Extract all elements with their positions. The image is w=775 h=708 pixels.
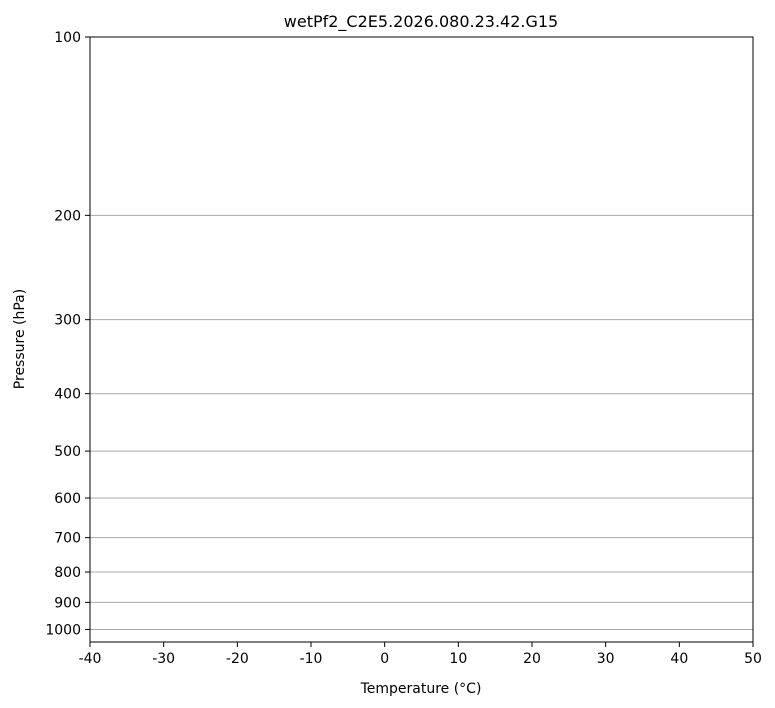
y-tick-label: 900 [54, 595, 81, 611]
y-tick-label: 200 [54, 208, 81, 224]
x-tick-label: 40 [670, 651, 688, 667]
y-tick-label: 500 [54, 444, 81, 460]
x-tick-label: 10 [449, 651, 467, 667]
x-tick-label: -20 [226, 651, 249, 667]
y-tick-label: 400 [54, 387, 81, 403]
plot-frame [89, 36, 754, 643]
x-tick-label: -40 [79, 651, 102, 667]
y-tick-label: 700 [54, 531, 81, 547]
x-tick-label: 0 [380, 651, 389, 667]
y-tick-label: 1000 [45, 622, 81, 638]
x-tick-label: 20 [523, 651, 541, 667]
x-tick-label: 50 [744, 651, 762, 667]
background-lines [90, 37, 753, 630]
x-tick-label: -10 [300, 651, 323, 667]
y-tick-label: 800 [54, 565, 81, 581]
y-tick-label: 300 [54, 313, 81, 329]
axes: -40 -30 -20 -10 0 10 20 30 40 50 100 200 300 400 500 60… [45, 30, 762, 667]
x-tick-label: -30 [152, 651, 175, 667]
y-tick-label: 600 [54, 491, 81, 507]
chart-title: wetPf2_C2E5.2026.080.23.42.G15 [284, 12, 558, 32]
x-axis-label: Temperature (°C) [360, 681, 482, 697]
y-tick-label: 100 [54, 30, 81, 46]
x-tick-label: 30 [597, 651, 615, 667]
y-axis-label: Pressure (hPa) [12, 289, 28, 389]
